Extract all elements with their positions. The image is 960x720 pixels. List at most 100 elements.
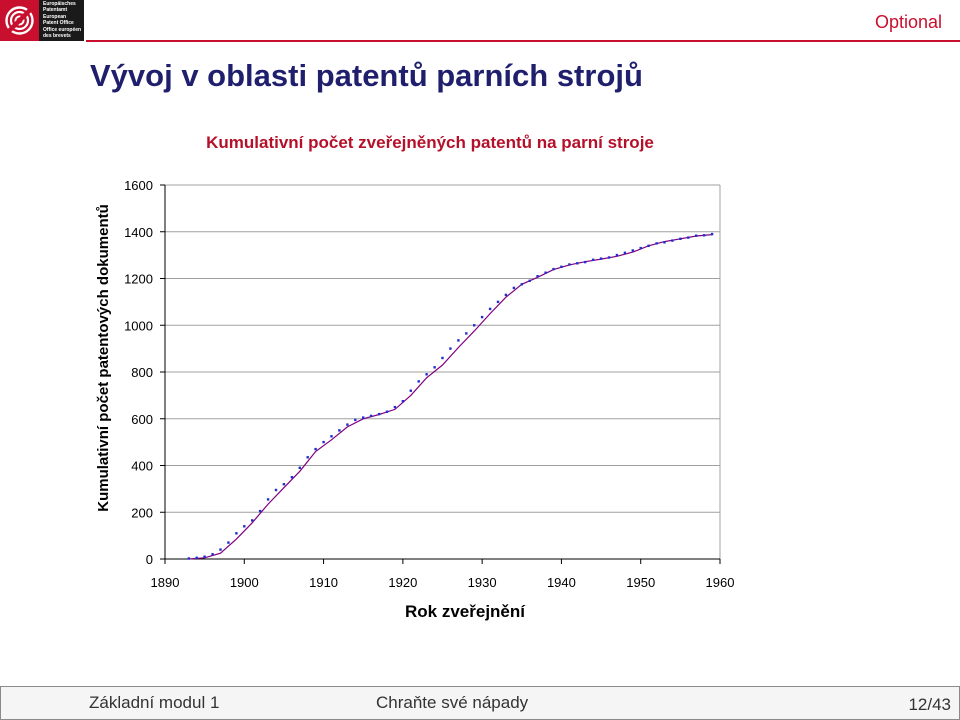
data-point [584,260,587,264]
data-point [393,405,397,409]
data-point [671,239,674,242]
data-point [623,251,627,254]
data-point [457,339,460,342]
data-point [663,241,666,244]
data-point [473,324,476,327]
x-tick-label: 1900 [230,575,259,590]
logo-line: Office européen [43,27,82,33]
data-point [330,435,333,438]
data-point [433,366,436,369]
epo-logo-mark [0,0,39,41]
axes: 0 200 400 600 800 1000 1200 1400 1600 1890 1900 191… [124,178,734,590]
y-tick-label: 1400 [124,225,153,240]
data-point [346,423,349,426]
footer-topic: Chraňte své nápady [376,693,529,712]
footer-module: Základní modul 1 [89,693,220,712]
epo-logo-text: Europäisches Patentamt European Patent O… [39,0,84,41]
epo-logo: Europäisches Patentamt European Patent O… [0,0,84,41]
x-tick-label: 1920 [388,575,417,590]
data-point [607,256,611,259]
data-point [290,476,294,479]
data-point [417,380,420,383]
optional-label: Optional [874,12,942,32]
data-point [203,555,206,558]
logo-line: European [43,14,67,20]
data-point [568,263,571,266]
data-point [282,483,286,486]
data-point [536,275,539,278]
data-point [647,244,650,247]
y-tick-label: 1000 [124,318,153,333]
x-tick-label: 1960 [706,575,735,590]
data-point [528,279,531,282]
data-point [560,265,563,268]
data-point [544,271,547,274]
data-point [369,414,373,418]
x-axis-label: Rok zveřejnění [405,602,526,621]
y-tick-label: 200 [131,505,153,520]
logo-line: Europäisches [43,1,76,7]
data-point [710,232,714,236]
data-point [258,509,262,513]
data-point [480,315,484,319]
footer: Základní modul 1 Chraňte své nápady 12/4… [0,686,960,720]
data-point [687,236,690,239]
data-point [631,249,634,252]
data-point [449,347,452,350]
data-point [512,286,516,290]
data-point [298,466,301,469]
data-point [322,440,325,444]
data-point [401,400,405,403]
data-point [655,242,658,245]
x-tick-label: 1940 [547,575,576,590]
series [187,232,714,560]
data-point [465,332,468,335]
data-point [679,237,682,240]
data-point [211,553,214,556]
data-point [274,488,278,492]
logo-line: des brevets [43,33,71,39]
y-tick-label: 600 [131,412,153,427]
data-point [591,258,595,261]
y-tick-label: 1600 [124,178,153,193]
data-point [441,356,444,360]
x-tick-label: 1930 [468,575,497,590]
data-point [227,541,230,544]
data-point [235,532,238,535]
data-point [338,429,341,432]
logo-line: Patent Office [43,20,74,26]
y-tick-label: 1200 [124,272,153,287]
data-point [504,293,508,297]
gridlines [165,184,721,559]
data-point [639,246,642,250]
data-point [306,456,309,459]
y-tick-label: 0 [146,552,153,567]
data-point [219,548,222,551]
page-title: Vývoj v oblasti patentů parních strojů [90,58,643,93]
data-point [243,525,246,528]
patent-chart: 0 200 400 600 800 1000 1200 1400 1600 1890 1900 191… [95,178,734,621]
data-point [385,410,389,413]
data-point [377,412,381,416]
data-point [520,283,523,286]
x-tick-label: 1950 [626,575,655,590]
data-point [354,418,357,422]
header-rule [86,40,960,42]
chart-title: Kumulativní počet zveřejněných patentů n… [206,133,654,152]
data-point [266,498,270,501]
y-tick-label: 400 [131,459,153,474]
x-tick-label: 1910 [309,575,338,590]
data-point [409,389,412,392]
y-tick-label: 800 [131,365,153,380]
data-point [615,253,619,257]
y-axis-label: Kumulativní počet patentových dokumentů [95,204,112,512]
data-point [702,234,706,237]
data-point [552,267,555,271]
data-point [488,307,492,311]
data-point [251,519,254,522]
data-point [599,257,603,260]
data-point [425,373,428,376]
spiral-icon [5,6,34,35]
data-point [195,556,198,559]
data-point [496,300,500,304]
